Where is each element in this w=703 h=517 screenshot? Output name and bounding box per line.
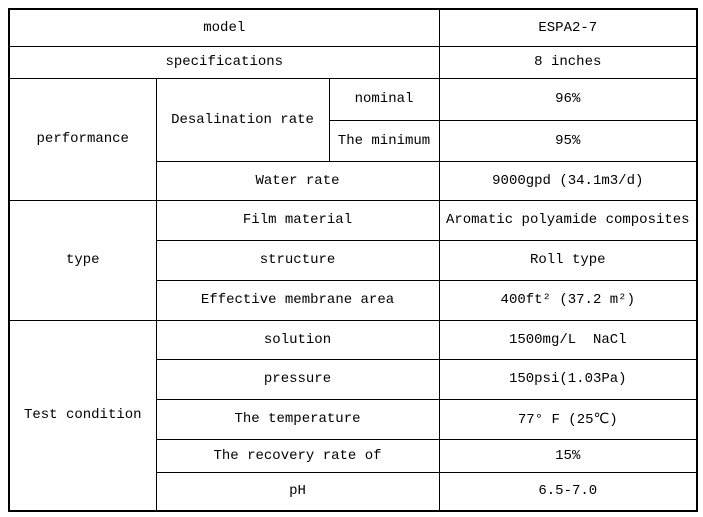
cell-recovery-rate-value: 15% — [438, 438, 698, 473]
table-row: structure Roll type — [9, 239, 698, 281]
cell-temperature-value: 77° F (25℃) — [438, 398, 698, 440]
cell-membrane-area-label: Effective membrane area — [155, 279, 440, 321]
cell-film-material-value: Aromatic polyamide composites — [438, 199, 698, 241]
cell-water-rate-value: 9000gpd (34.1m3/d) — [438, 160, 698, 201]
table-row: pH 6.5-7.0 — [9, 471, 698, 512]
cell-performance-label: performance — [8, 77, 157, 201]
table-row: Effective membrane area 400ft² (37.2 m²) — [9, 279, 698, 321]
cell-model-value: ESPA2-7 — [438, 8, 698, 47]
cell-minimum-value: 95% — [438, 119, 698, 162]
table-row: performance Desalination rate nominal 96… — [8, 77, 698, 201]
spec-table: model ESPA2-7 specifications 8 inches pe… — [8, 8, 699, 512]
table-row: Water rate 9000gpd (34.1m3/d) — [9, 160, 698, 201]
table-row: type Film material Aromatic polyamide co… — [8, 199, 698, 321]
cell-recovery-rate-label: The recovery rate of — [155, 438, 440, 473]
table-row: The temperature 77° F (25℃) — [9, 398, 698, 440]
cell-solution-label: solution — [155, 319, 440, 360]
cell-test-condition-label: Test condition — [8, 319, 157, 512]
cell-structure-value: Roll type — [438, 239, 698, 281]
cell-model-label: model — [8, 8, 440, 47]
cell-ph-label: pH — [155, 471, 440, 512]
cell-desalination-rate-label: Desalination rate — [155, 77, 330, 162]
table-row: The minimum 95% — [9, 119, 698, 162]
cell-nominal-value: 96% — [438, 77, 698, 121]
cell-water-rate-label: Water rate — [155, 160, 440, 201]
cell-pressure-label: pressure — [155, 358, 440, 400]
cell-film-material-label: Film material — [155, 199, 440, 241]
cell-pressure-value: 150psi(1.03Pa) — [438, 358, 698, 400]
cell-type-label: type — [8, 199, 157, 321]
table-row: specifications 8 inches — [8, 45, 698, 79]
table-row: The recovery rate of 15% — [9, 438, 698, 473]
cell-minimum-label: The minimum — [328, 119, 440, 162]
cell-temperature-label: The temperature — [155, 398, 440, 440]
cell-membrane-area-value: 400ft² (37.2 m²) — [438, 279, 698, 321]
cell-structure-label: structure — [155, 239, 440, 281]
cell-nominal-label: nominal — [328, 77, 440, 121]
table-row: Test condition solution 1500mg/L NaCl — [8, 319, 698, 512]
cell-specifications-value: 8 inches — [438, 45, 698, 79]
cell-solution-value: 1500mg/L NaCl — [438, 319, 698, 360]
table-row: model ESPA2-7 — [8, 8, 698, 47]
cell-ph-value: 6.5-7.0 — [438, 471, 698, 512]
cell-specifications-label: specifications — [8, 45, 440, 79]
